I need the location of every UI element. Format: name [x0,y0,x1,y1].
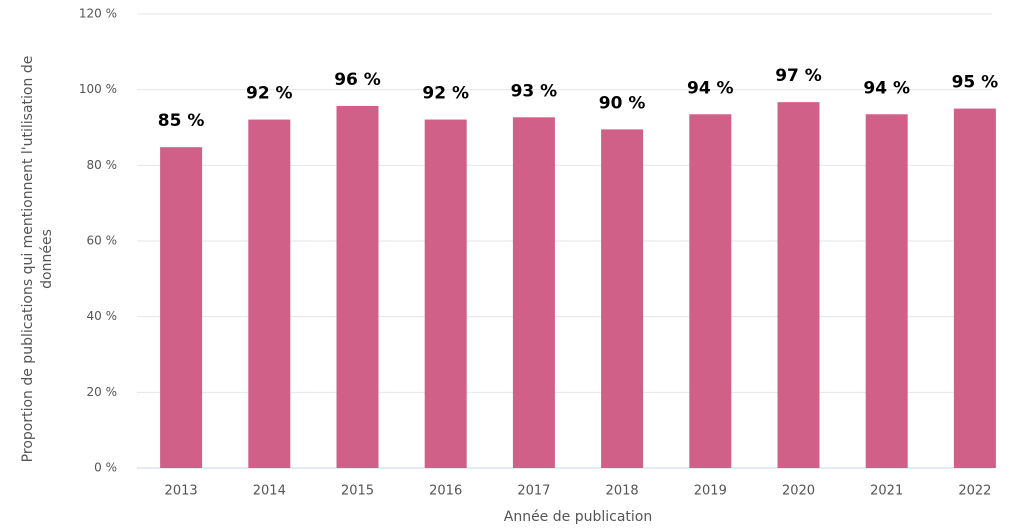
bar [689,114,732,468]
data-label: 92 % [422,84,469,104]
x-tick-label: 2014 [253,484,286,499]
x-tick-label: 2016 [429,484,462,499]
bar [512,117,555,468]
y-tick-label: 0 % [94,461,117,475]
x-tick-label: 2017 [517,484,550,499]
y-axis-title: Proportion de publications qui mentionne… [20,55,55,463]
data-label: 94 % [687,78,734,98]
x-tick-label: 2022 [958,484,991,499]
data-label: 90 % [599,93,646,113]
data-label: 93 % [511,81,558,101]
x-tick-label: 2021 [870,484,903,499]
data-label: 85 % [158,111,205,131]
bar [953,108,996,468]
x-tick-label: 2019 [694,484,727,499]
y-tick-label: 20 % [87,385,118,399]
y-tick-label: 60 % [87,234,118,248]
x-tick-label: 2013 [165,484,198,499]
x-tick-label: 2020 [782,484,815,499]
y-tick-label: 120 % [79,7,117,21]
data-label: 94 % [863,78,910,98]
data-label: 97 % [775,66,822,86]
bar [336,105,379,468]
x-tick-label: 2018 [606,484,639,499]
data-label: 92 % [246,84,293,104]
x-tick-label: 2015 [341,484,374,499]
data-label: 96 % [334,70,381,90]
bar [777,102,820,468]
data-label: 95 % [952,73,999,93]
bar [160,147,203,468]
bar [601,129,644,468]
bar [424,119,467,469]
y-tick-label: 100 % [79,82,117,96]
x-axis-title: Année de publication [504,509,652,525]
y-tick-label: 80 % [87,158,118,172]
bar [865,114,908,468]
bar [248,119,291,469]
y-tick-label: 40 % [87,309,118,323]
